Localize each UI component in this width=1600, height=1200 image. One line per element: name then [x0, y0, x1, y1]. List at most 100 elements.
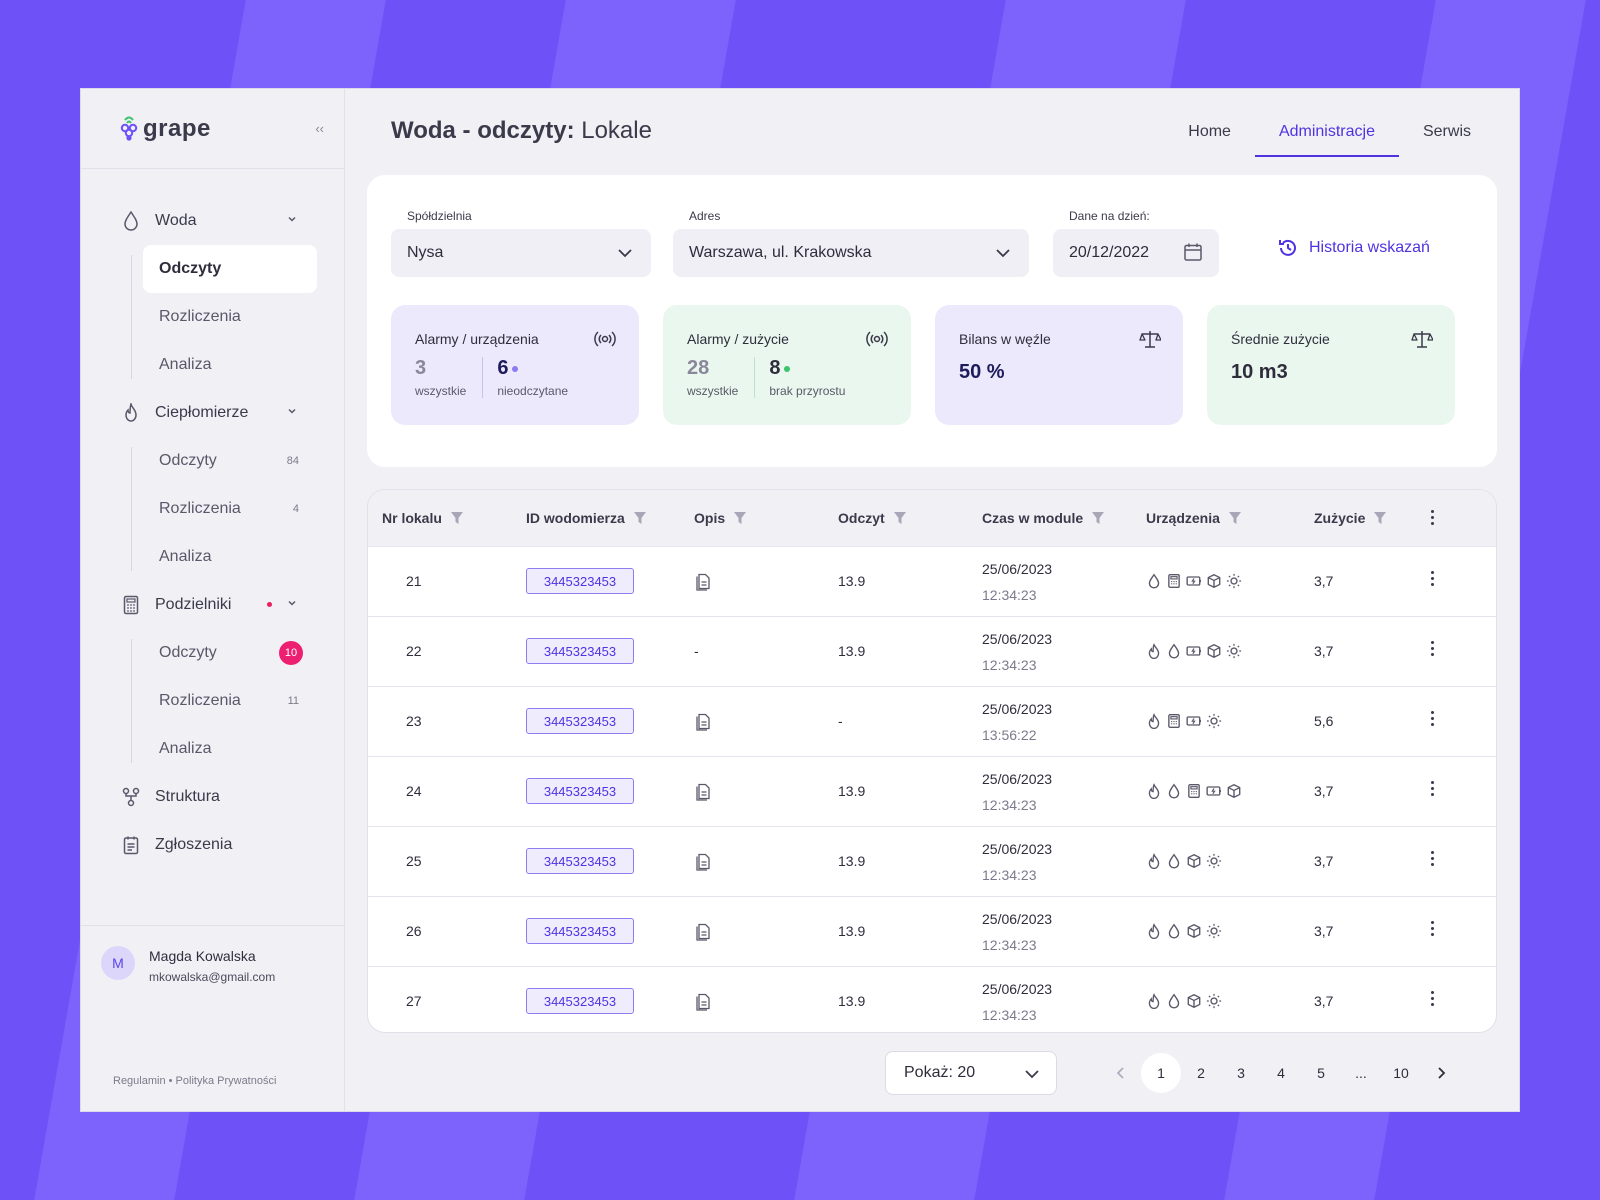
- meter-id-tag[interactable]: 3445323453: [526, 988, 634, 1014]
- nav-group-woda[interactable]: Woda: [81, 197, 344, 245]
- filter-icon[interactable]: [1091, 511, 1105, 525]
- page-button[interactable]: 3: [1237, 1065, 1245, 1081]
- description-cell[interactable]: [694, 851, 712, 874]
- card-value: 10 m3: [1231, 361, 1288, 383]
- columns-menu-icon[interactable]: [1426, 510, 1438, 525]
- col-header-opis[interactable]: Opis: [694, 510, 747, 526]
- row-menu-icon[interactable]: [1426, 781, 1438, 796]
- footer-links[interactable]: Regulamin • Polityka Prywatności: [113, 1075, 277, 1087]
- alarms-devices-card[interactable]: Alarmy / urządzenia 3 wszystkie 6 nieodczy…: [391, 305, 639, 425]
- date-picker[interactable]: 20/12/2022: [1053, 229, 1219, 277]
- history-link[interactable]: Historia wskazań: [1277, 237, 1430, 259]
- description-cell[interactable]: [694, 921, 712, 944]
- document-icon[interactable]: [694, 571, 712, 591]
- user-profile[interactable]: M Magda Kowalska mkowalska@gmail.com: [81, 925, 344, 984]
- col-header-zuzycie[interactable]: Zużycie: [1314, 510, 1387, 526]
- sidebar-item-woda-odczyty[interactable]: Odczyty: [143, 245, 317, 293]
- chevron-down-icon[interactable]: [286, 213, 298, 225]
- next-page-icon[interactable]: [1421, 1053, 1461, 1093]
- table-row[interactable]: 23 3445323453 - 25/06/2023 13:56:22 5,6: [368, 686, 1496, 756]
- row-menu-icon[interactable]: [1426, 991, 1438, 1006]
- meter-id-tag[interactable]: 3445323453: [526, 848, 634, 874]
- row-menu-icon[interactable]: [1426, 711, 1438, 726]
- address-select[interactable]: Warszawa, ul. Krakowska: [673, 229, 1029, 277]
- document-icon[interactable]: [694, 711, 712, 731]
- filter-icon[interactable]: [893, 511, 907, 525]
- sun-icon: [1206, 713, 1222, 729]
- chevron-down-icon[interactable]: [286, 405, 298, 417]
- description-cell[interactable]: [694, 991, 712, 1014]
- stat-label: wszystkie: [415, 384, 467, 398]
- page-button[interactable]: 2: [1197, 1065, 1205, 1081]
- col-header-odczyt[interactable]: Odczyt: [838, 510, 907, 526]
- nav-group-cieplomierze[interactable]: Ciepłomierze: [81, 389, 344, 437]
- meter-id-tag[interactable]: 3445323453: [526, 778, 634, 804]
- document-icon[interactable]: [694, 921, 712, 941]
- alarms-usage-card[interactable]: Alarmy / zużycie 28 wszystkie 8 brak przyr…: [663, 305, 911, 425]
- description-cell[interactable]: [694, 711, 712, 734]
- table-row[interactable]: 24 3445323453 13.9 25/06/2023 12:34:23 3,7: [368, 756, 1496, 826]
- row-menu-icon[interactable]: [1426, 921, 1438, 936]
- filter-icon[interactable]: [1228, 511, 1242, 525]
- sidebar-item-woda-analiza[interactable]: Analiza: [143, 341, 317, 389]
- description-cell[interactable]: [694, 571, 712, 594]
- table-row[interactable]: 22 3445323453 - 13.9 25/06/2023 12:34:23 3,7: [368, 616, 1496, 686]
- filter-icon[interactable]: [1373, 511, 1387, 525]
- chevron-down-icon[interactable]: [286, 597, 298, 609]
- page-size-label: Pokaż: 20: [904, 1064, 976, 1081]
- page-button[interactable]: 1: [1141, 1053, 1181, 1093]
- document-icon[interactable]: [694, 991, 712, 1011]
- avg-usage-card[interactable]: Średnie zużycie 10 m3: [1207, 305, 1455, 425]
- row-menu-icon[interactable]: [1426, 641, 1438, 656]
- col-header-label: Odczyt: [838, 510, 885, 526]
- meter-id-tag[interactable]: 3445323453: [526, 638, 634, 664]
- description-cell[interactable]: [694, 781, 712, 804]
- document-icon[interactable]: [694, 781, 712, 801]
- sidebar-item-cieplomierze-rozliczenia[interactable]: Rozliczenia 4: [143, 485, 317, 533]
- sidebar-item-cieplomierze-odczyty[interactable]: Odczyty 84: [143, 437, 317, 485]
- sidebar-item-podzielniki-odczyty[interactable]: Odczyty 10: [143, 629, 317, 677]
- col-header-id[interactable]: ID wodomierza: [526, 510, 647, 526]
- row-menu-icon[interactable]: [1426, 571, 1438, 586]
- sidebar-item-cieplomierze-analiza[interactable]: Analiza: [143, 533, 317, 581]
- battery-icon: [1186, 716, 1201, 726]
- table-row[interactable]: 26 3445323453 13.9 25/06/2023 12:34:23 3,7: [368, 896, 1496, 966]
- col-header-czas[interactable]: Czas w module: [982, 510, 1105, 526]
- coop-select[interactable]: Nysa: [391, 229, 651, 277]
- sidebar-item-podzielniki-rozliczenia[interactable]: Rozliczenia 11: [143, 677, 317, 725]
- tab-serwis[interactable]: Serwis: [1422, 123, 1471, 140]
- filter-icon[interactable]: [450, 511, 464, 525]
- table-row[interactable]: 25 3445323453 13.9 25/06/2023 12:34:23 3,7: [368, 826, 1496, 896]
- stat-no-growth: 8 brak przyrostu: [754, 357, 861, 398]
- sidebar-item-zgloszenia[interactable]: Zgłoszenia: [81, 821, 344, 869]
- address-value: Warszawa, ul. Krakowska: [689, 244, 872, 261]
- sidebar-item-podzielniki-analiza[interactable]: Analiza: [143, 725, 317, 773]
- logo[interactable]: grape ‹‹: [81, 89, 344, 169]
- page-button[interactable]: 10: [1393, 1065, 1409, 1081]
- col-header-urzadzenia[interactable]: Urządzenia: [1146, 510, 1242, 526]
- nav-group-podzielniki[interactable]: Podzielniki: [81, 581, 344, 629]
- page-size-select[interactable]: Pokaż: 20: [885, 1051, 1057, 1095]
- prev-page-icon[interactable]: [1101, 1053, 1141, 1093]
- meter-id-tag[interactable]: 3445323453: [526, 568, 634, 594]
- balance-card[interactable]: Bilans w węźle 50 %: [935, 305, 1183, 425]
- table-row[interactable]: 27 3445323453 13.9 25/06/2023 12:34:23 3,7: [368, 966, 1496, 1032]
- meter-id-tag[interactable]: 3445323453: [526, 918, 634, 944]
- tab-home[interactable]: Home: [1188, 123, 1231, 140]
- col-header-nr[interactable]: Nr lokalu: [382, 510, 464, 526]
- page-button[interactable]: 5: [1317, 1065, 1325, 1081]
- cell-zuzycie: 3,7: [1314, 993, 1334, 1009]
- table-row[interactable]: 21 3445323453 13.9 25/06/2023 12:34:23 3,7: [368, 546, 1496, 616]
- filter-icon[interactable]: [733, 511, 747, 525]
- sidebar-item-struktura[interactable]: Struktura: [81, 773, 344, 821]
- row-menu-icon[interactable]: [1426, 851, 1438, 866]
- filter-icon[interactable]: [633, 511, 647, 525]
- collapse-sidebar-icon[interactable]: ‹‹: [315, 121, 324, 136]
- calendar-icon[interactable]: [1183, 242, 1203, 262]
- cell-time: 12:34:23: [982, 587, 1037, 603]
- meter-id-tag[interactable]: 3445323453: [526, 708, 634, 734]
- tab-administracje[interactable]: Administracje: [1254, 111, 1400, 157]
- page-button[interactable]: 4: [1277, 1065, 1285, 1081]
- sidebar-item-woda-rozliczenia[interactable]: Rozliczenia: [143, 293, 317, 341]
- document-icon[interactable]: [694, 851, 712, 871]
